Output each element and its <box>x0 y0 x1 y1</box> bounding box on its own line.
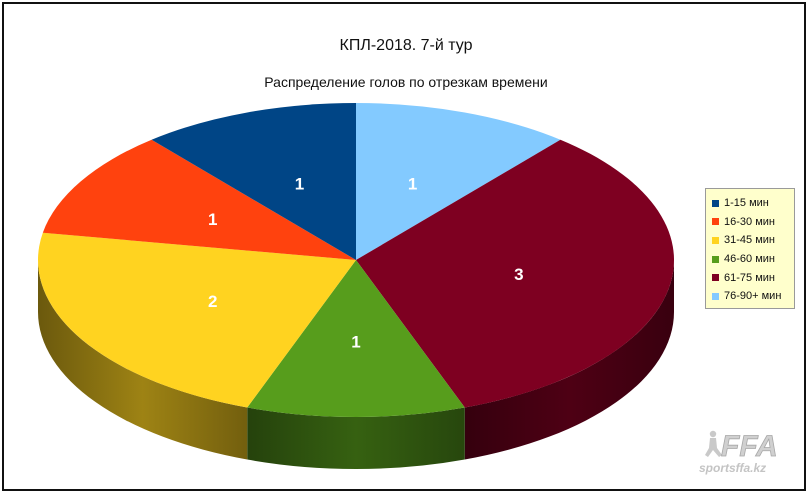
sportsffa-logo: FFA sportsffa.kz <box>699 430 778 475</box>
legend-label: 16-30 мин <box>724 215 775 228</box>
legend-label: 46-60 мин <box>724 253 775 266</box>
data-label-31-45-мин: 2 <box>208 292 217 311</box>
pie-slice-1-15-мин <box>151 103 356 260</box>
svg-text:sportsffa.kz: sportsffa.kz <box>699 461 766 475</box>
pie-side-61-75-мин <box>464 260 674 460</box>
pie-side-46-60-мин <box>247 407 465 469</box>
legend-label: 31-45 мин <box>724 234 775 247</box>
data-label-61-75-мин: 3 <box>514 265 523 284</box>
legend-swatch <box>712 199 719 207</box>
legend-label: 61-75 мин <box>724 271 775 284</box>
pie-slice-16-30-мин <box>42 139 356 260</box>
pie-slice-76-90+-мин <box>356 103 561 260</box>
legend-item: 46-60 мин <box>712 250 794 269</box>
pie-side-31-45-мин <box>38 260 248 460</box>
pie-sides <box>38 260 674 469</box>
pie-slice-31-45-мин <box>37 232 356 408</box>
legend-item: 1-15 мин <box>712 194 794 213</box>
chart-title: КПЛ-2018. 7-й тур <box>339 37 473 54</box>
legend-item: 16-30 мин <box>712 213 794 232</box>
legend-swatch <box>712 218 719 226</box>
data-label-46-60-мин: 1 <box>351 333 360 352</box>
legend-swatch <box>712 292 719 300</box>
pie-slice-46-60-мин <box>247 260 465 417</box>
legend-swatch <box>712 274 719 282</box>
pie-data-labels: 1 3 1 2 1 1 <box>208 174 524 351</box>
legend-label: 1-15 мин <box>724 197 769 210</box>
chart-subtitle: Распределение голов по отрезкам времени <box>264 74 548 90</box>
legend-swatch <box>712 255 719 263</box>
legend-item: 76-90+ мин <box>712 287 794 306</box>
player-icon <box>705 430 722 457</box>
pie-tops <box>37 103 674 417</box>
data-label-76-90+-мин: 1 <box>408 174 417 193</box>
data-label-16-30-мин: 1 <box>208 210 217 229</box>
legend-label: 76-90+ мин <box>724 290 782 303</box>
svg-text:FFA: FFA <box>721 430 778 463</box>
chart-legend: 1-15 мин 16-30 мин 31-45 мин 46-60 мин 61-75… <box>705 188 795 309</box>
data-label-1-15-мин: 1 <box>295 174 304 193</box>
legend-swatch <box>712 236 719 244</box>
pie-slice-61-75-мин <box>356 139 674 408</box>
legend-item: 31-45 мин <box>712 231 794 250</box>
legend-item: 61-75 мин <box>712 268 794 287</box>
